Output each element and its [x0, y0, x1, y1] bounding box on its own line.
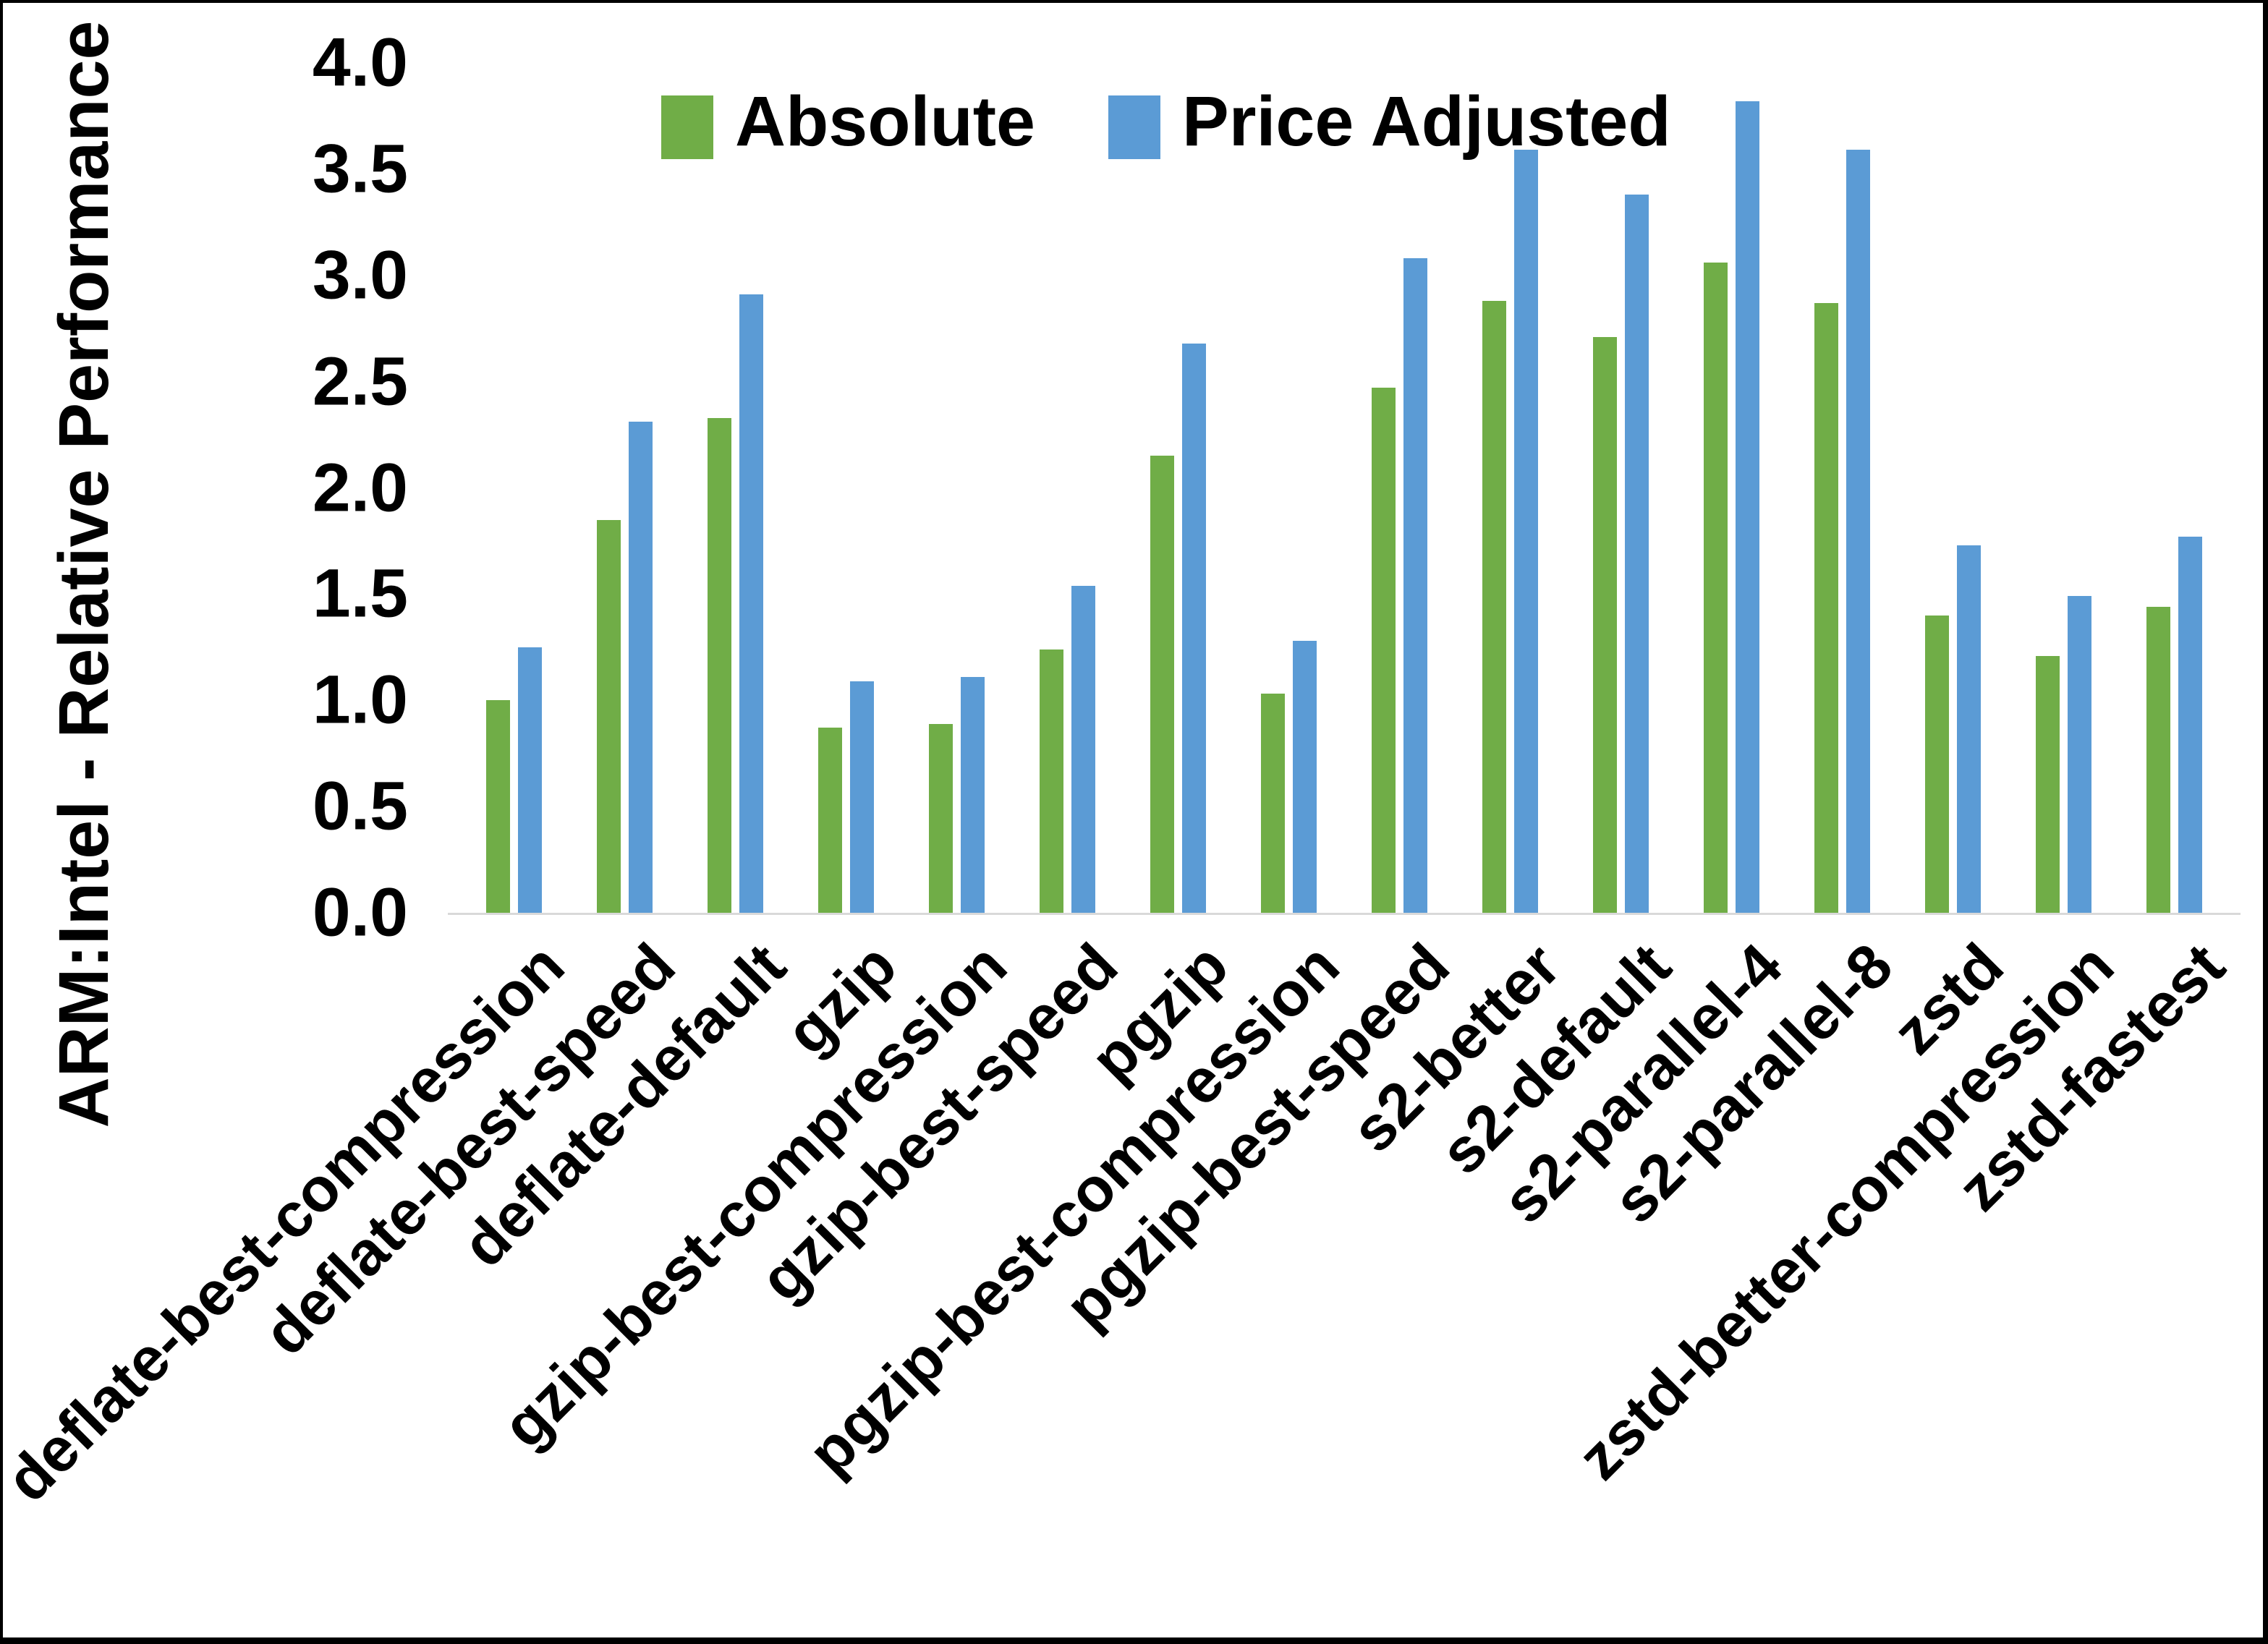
plot-area — [459, 63, 2230, 913]
bar-absolute — [708, 417, 731, 913]
bar-absolute — [2036, 655, 2060, 913]
bar-absolute — [486, 700, 510, 913]
bar-price-adjusted — [850, 681, 874, 913]
y-axis-title: ARM:Intel - Relative Performance — [44, 20, 123, 1128]
y-axis-tick-label: 0.0 — [312, 874, 408, 951]
bar-price-adjusted — [518, 647, 542, 913]
bar-price-adjusted — [1514, 150, 1538, 913]
bar-absolute — [597, 519, 621, 913]
y-axis-tick-label: 4.0 — [312, 24, 408, 101]
bar-absolute — [929, 723, 953, 913]
bar-price-adjusted — [2068, 596, 2091, 913]
bar-absolute — [1261, 694, 1285, 913]
legend-label-absolute: Absolute — [735, 82, 1035, 161]
legend-label-price-adjusted: Price Adjusted — [1182, 82, 1671, 161]
bar-absolute — [1150, 456, 1174, 913]
bar-price-adjusted — [1293, 641, 1317, 913]
bar-price-adjusted — [1403, 258, 1427, 913]
x-axis-baseline — [448, 913, 2241, 915]
bar-absolute — [1482, 301, 1506, 913]
y-axis-tick-label: 1.5 — [312, 555, 408, 632]
bar-price-adjusted — [1846, 150, 1870, 913]
bar-absolute — [1040, 649, 1063, 913]
y-axis-tick-label: 3.0 — [312, 237, 408, 314]
legend-swatch-price-adjusted-icon — [1108, 95, 1160, 159]
bar-absolute — [1814, 302, 1838, 913]
bar-absolute — [1704, 263, 1728, 913]
bar-price-adjusted — [1071, 585, 1095, 913]
bar-price-adjusted — [961, 676, 985, 913]
bar-price-adjusted — [2178, 537, 2202, 913]
y-axis-tick-label: 3.5 — [312, 130, 408, 208]
y-axis-tick-label: 2.0 — [312, 449, 408, 526]
bar-price-adjusted — [1957, 545, 1981, 913]
bar-absolute — [1925, 615, 1949, 913]
y-axis-tick-label: 0.5 — [312, 767, 408, 845]
bar-price-adjusted — [739, 294, 763, 913]
bar-price-adjusted — [1736, 101, 1759, 913]
bar-price-adjusted — [1625, 195, 1649, 913]
bar-price-adjusted — [629, 422, 653, 913]
bar-absolute — [1593, 336, 1617, 913]
bar-absolute — [1372, 388, 1396, 913]
bar-absolute — [818, 728, 842, 913]
bar-price-adjusted — [1182, 343, 1206, 913]
y-axis-tick-label: 2.5 — [312, 343, 408, 420]
legend-swatch-absolute-icon — [661, 95, 713, 159]
bar-absolute — [2146, 607, 2170, 913]
y-axis-tick-label: 1.0 — [312, 661, 408, 738]
